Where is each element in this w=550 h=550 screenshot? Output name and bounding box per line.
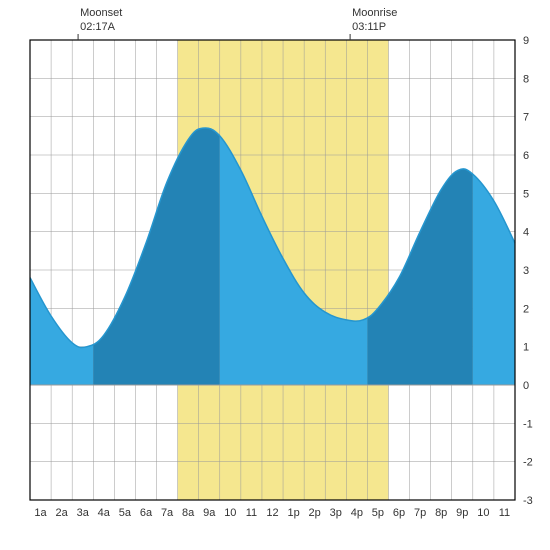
y-tick-label: -1: [523, 418, 533, 430]
moonrise-time: 03:11P: [352, 21, 386, 33]
y-tick-label: 4: [523, 227, 529, 239]
x-tick-label: 12: [266, 507, 278, 519]
moonset-title: Moonset: [80, 7, 122, 19]
moonrise-label: Moonrise 03:11P: [352, 6, 397, 35]
y-tick-label: -2: [523, 457, 533, 469]
x-tick-label: 6p: [393, 507, 405, 519]
y-tick-label: 2: [523, 303, 529, 315]
x-tick-label: 9a: [203, 507, 216, 519]
y-tick-label: 5: [523, 188, 529, 200]
x-tick-label: 8p: [435, 507, 447, 519]
y-tick-label: 1: [523, 342, 529, 354]
x-tick-label: 6a: [140, 507, 153, 519]
moonset-label: Moonset 02:17A: [80, 6, 122, 35]
y-tick-label: 3: [523, 265, 529, 277]
tide-chart: Moonset 02:17A Moonrise 03:11P -3-2-1012…: [0, 0, 550, 550]
x-tick-label: 4a: [98, 507, 111, 519]
x-tick-label: 8a: [182, 507, 195, 519]
x-tick-label: 4p: [351, 507, 363, 519]
x-tick-label: 9p: [456, 507, 468, 519]
x-tick-label: 5p: [372, 507, 384, 519]
x-tick-label: 3a: [77, 507, 90, 519]
y-tick-label: 9: [523, 35, 529, 47]
x-tick-label: 1p: [287, 507, 299, 519]
x-tick-label: 11: [246, 507, 257, 519]
moonset-time: 02:17A: [80, 21, 115, 33]
x-tick-label: 7p: [414, 507, 426, 519]
x-tick-label: 2p: [309, 507, 321, 519]
x-tick-label: 3p: [330, 507, 342, 519]
chart-svg: -3-2-101234567891a2a3a4a5a6a7a8a9a101112…: [0, 0, 550, 550]
x-tick-label: 10: [224, 507, 236, 519]
y-tick-label: 8: [523, 73, 529, 85]
x-tick-label: 5a: [119, 507, 132, 519]
y-tick-label: 6: [523, 150, 529, 162]
x-tick-label: 7a: [161, 507, 174, 519]
y-tick-label: 0: [523, 380, 529, 392]
x-tick-label: 1a: [34, 507, 47, 519]
x-tick-label: 10: [477, 507, 489, 519]
y-tick-label: 7: [523, 112, 529, 124]
y-tick-label: -3: [523, 495, 533, 507]
x-tick-label: 2a: [56, 507, 69, 519]
x-tick-label: 11: [499, 507, 510, 519]
moonrise-title: Moonrise: [352, 7, 397, 19]
